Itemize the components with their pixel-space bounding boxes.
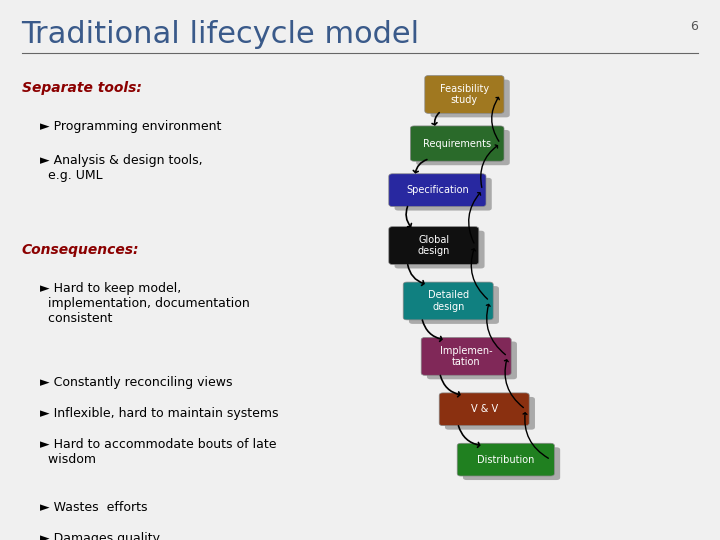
Text: ► Analysis & design tools,
  e.g. UML: ► Analysis & design tools, e.g. UML (40, 154, 202, 182)
FancyBboxPatch shape (403, 282, 493, 320)
FancyBboxPatch shape (463, 447, 560, 480)
FancyBboxPatch shape (389, 227, 479, 265)
Text: Global
design: Global design (418, 235, 450, 256)
FancyBboxPatch shape (409, 286, 499, 324)
Text: Implemen-
tation: Implemen- tation (440, 346, 492, 367)
Text: V & V: V & V (471, 404, 498, 414)
FancyBboxPatch shape (410, 126, 504, 161)
Text: Traditional lifecycle model: Traditional lifecycle model (22, 20, 420, 49)
Text: Feasibility
study: Feasibility study (440, 84, 489, 105)
Text: ► Inflexible, hard to maintain systems: ► Inflexible, hard to maintain systems (40, 407, 278, 420)
Text: ► Hard to keep model,
  implementation, documentation
  consistent: ► Hard to keep model, implementation, do… (40, 282, 249, 325)
Text: ► Programming environment: ► Programming environment (40, 120, 221, 133)
FancyBboxPatch shape (416, 130, 510, 165)
Text: Distribution: Distribution (477, 455, 534, 464)
FancyBboxPatch shape (395, 231, 485, 268)
FancyBboxPatch shape (431, 79, 510, 117)
FancyBboxPatch shape (445, 397, 535, 430)
Text: Consequences:: Consequences: (22, 243, 139, 257)
Text: ► Damages quality: ► Damages quality (40, 532, 160, 540)
Text: ► Wastes  efforts: ► Wastes efforts (40, 501, 147, 514)
FancyBboxPatch shape (427, 341, 517, 379)
Text: 6: 6 (690, 20, 698, 33)
Text: ► Hard to accommodate bouts of late
  wisdom: ► Hard to accommodate bouts of late wisd… (40, 438, 276, 466)
FancyBboxPatch shape (389, 174, 486, 206)
FancyBboxPatch shape (395, 178, 492, 211)
FancyBboxPatch shape (421, 338, 511, 375)
FancyBboxPatch shape (439, 393, 529, 426)
FancyBboxPatch shape (457, 443, 554, 476)
Text: Specification: Specification (406, 185, 469, 195)
Text: Requirements: Requirements (423, 139, 491, 148)
Text: Detailed
design: Detailed design (428, 290, 469, 312)
FancyBboxPatch shape (425, 76, 504, 113)
Text: Separate tools:: Separate tools: (22, 80, 141, 94)
Text: ► Constantly reconciling views: ► Constantly reconciling views (40, 376, 232, 389)
